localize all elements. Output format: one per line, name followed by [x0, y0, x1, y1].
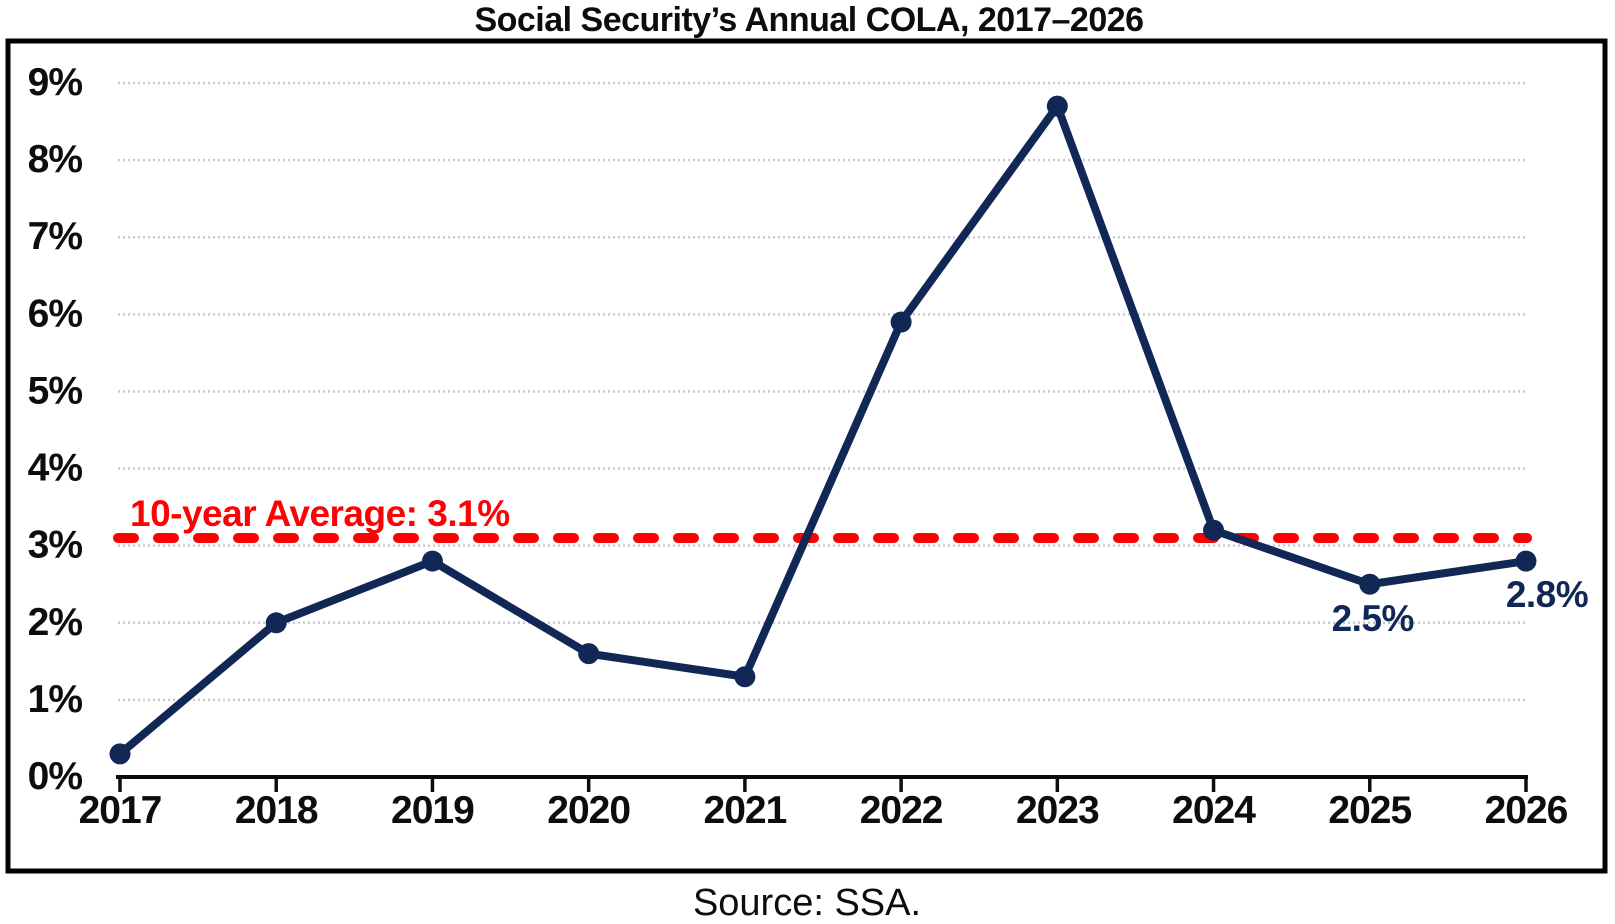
x-tick-label: 2025	[1328, 789, 1411, 832]
x-tick-label: 2018	[235, 789, 318, 832]
x-tick-label: 2023	[1016, 789, 1099, 832]
data-point	[1515, 550, 1537, 572]
point-label: 2.5%	[1332, 598, 1414, 639]
data-point	[421, 550, 443, 572]
data-point	[1359, 573, 1381, 595]
average-label: 10-year Average: 3.1%	[130, 493, 510, 534]
y-tick-label: 5%	[28, 369, 83, 412]
x-tick-label: 2026	[1485, 789, 1568, 832]
y-tick-label: 3%	[28, 524, 83, 567]
data-point	[1203, 519, 1225, 541]
y-tick-label: 6%	[28, 292, 83, 335]
cola-line	[116, 102, 1530, 758]
data-point	[109, 743, 131, 765]
x-tick-label: 2022	[860, 789, 943, 832]
y-tick-label: 7%	[28, 215, 83, 258]
plot-area: 0% 1% 2% 3% 4% 5% 6% 7% 8% 9% 2017 2018 2019 2020 2021…	[28, 61, 1589, 832]
x-tick-label: 2019	[391, 789, 474, 832]
point-label: 2.8%	[1506, 574, 1588, 615]
x-tick-label: 2020	[547, 789, 630, 832]
y-tick-label: 9%	[28, 61, 83, 104]
x-tick-label: 2017	[79, 789, 162, 832]
x-tick-label: 2024	[1172, 789, 1256, 832]
data-point	[578, 643, 600, 665]
data-point	[1046, 95, 1068, 117]
y-tick-label: 1%	[28, 678, 83, 721]
y-tick-label: 8%	[28, 138, 83, 181]
y-tick-label: 4%	[28, 447, 83, 490]
data-point	[890, 311, 912, 333]
y-tick-label: 2%	[28, 601, 83, 644]
data-point	[734, 666, 756, 688]
chart-border	[5, 38, 1608, 874]
data-point	[265, 612, 287, 634]
y-tick-label: 0%	[28, 755, 83, 798]
chart-title: Social Security’s Annual COLA, 2017–2026	[474, 1, 1143, 39]
source-note: Source: SSA.	[693, 882, 921, 924]
x-tick-label: 2021	[704, 789, 787, 832]
